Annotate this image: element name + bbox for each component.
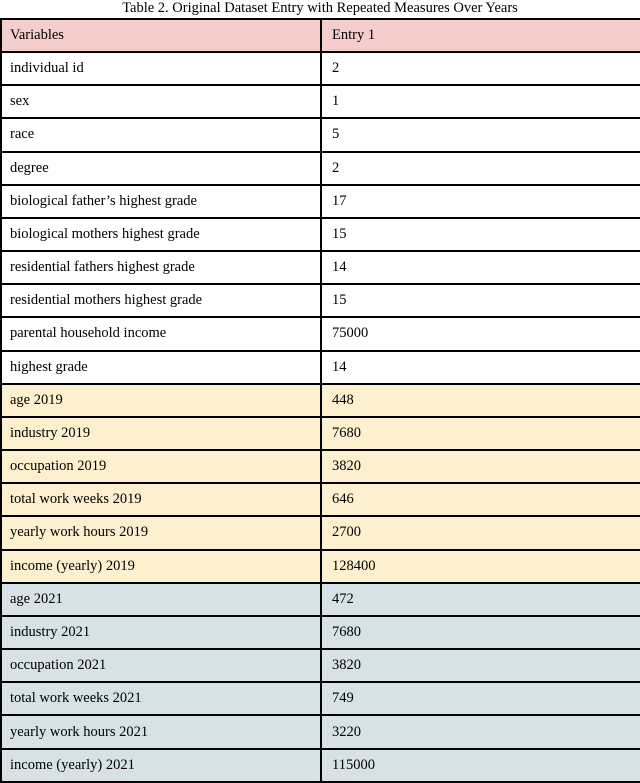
variable-cell: total work weeks 2021 [0,681,322,717]
dataset-table: Variables Entry 1 individual id 2 sex 1 race… [0,18,640,783]
variable-cell: biological mothers highest grade [0,216,322,253]
table-header-row: Variables Entry 1 [0,18,640,53]
variable-cell: yearly work hours 2021 [0,714,322,750]
variable-cell: degree [0,150,322,186]
value-cell: 17 [320,183,640,219]
value-cell: 2 [320,50,640,87]
variable-cell: occupation 2021 [0,648,322,684]
table-row: residential fathers highest grade 14 [0,250,640,286]
variable-cell: race [0,117,322,153]
table-row: yearly work hours 2021 3220 [0,714,640,750]
variable-cell: residential mothers highest grade [0,283,322,319]
table-row: total work weeks 2021 749 [0,681,640,717]
value-cell: 646 [320,482,640,518]
value-cell: 14 [320,250,640,286]
value-cell: 2 [320,150,640,186]
value-cell: 3220 [320,714,640,750]
variable-cell: biological father’s highest grade [0,183,322,219]
value-cell: 7680 [320,415,640,452]
variable-cell: income (yearly) 2021 [0,747,322,783]
variable-cell: highest grade [0,349,322,385]
table-row: income (yearly) 2019 128400 [0,548,640,584]
variable-cell: age 2019 [0,382,322,418]
variable-cell: income (yearly) 2019 [0,548,322,584]
variable-cell: yearly work hours 2019 [0,515,322,551]
variable-cell: age 2021 [0,581,322,617]
table-row: race 5 [0,117,640,153]
table-row: age 2021 472 [0,581,640,617]
value-cell: 2700 [320,515,640,551]
value-cell: 472 [320,581,640,617]
table-row: income (yearly) 2021 115000 [0,747,640,783]
table-row: total work weeks 2019 646 [0,482,640,518]
variable-cell: parental household income [0,316,322,352]
table-row: biological father’s highest grade 17 [0,183,640,219]
table-body: individual id 2 sex 1 race 5 degree 2 biological… [0,50,640,783]
value-cell: 1 [320,84,640,120]
value-cell: 14 [320,349,640,385]
variable-cell: total work weeks 2019 [0,482,322,518]
value-cell: 115000 [320,747,640,783]
value-cell: 448 [320,382,640,418]
table-row: parental household income 75000 [0,316,640,352]
variable-cell: individual id [0,50,322,87]
table-caption: Table 2. Original Dataset Entry with Rep… [122,0,518,16]
table-row: biological mothers highest grade 15 [0,216,640,253]
table-row: occupation 2021 3820 [0,648,640,684]
column-header-variables: Variables [0,18,322,53]
variable-cell: occupation 2019 [0,449,322,485]
value-cell: 5 [320,117,640,153]
value-cell: 15 [320,283,640,319]
table-row: age 2019 448 [0,382,640,418]
table-row: yearly work hours 2019 2700 [0,515,640,551]
table-row: sex 1 [0,84,640,120]
table-row: highest grade 14 [0,349,640,385]
table-row: degree 2 [0,150,640,186]
variable-cell: industry 2019 [0,415,322,452]
table-row: residential mothers highest grade 15 [0,283,640,319]
value-cell: 3820 [320,648,640,684]
table-row: industry 2019 7680 [0,415,640,452]
table-row: industry 2021 7680 [0,614,640,651]
table-row: individual id 2 [0,50,640,87]
value-cell: 128400 [320,548,640,584]
variable-cell: residential fathers highest grade [0,250,322,286]
value-cell: 15 [320,216,640,253]
variable-cell: industry 2021 [0,614,322,651]
value-cell: 3820 [320,449,640,485]
value-cell: 75000 [320,316,640,352]
value-cell: 749 [320,681,640,717]
value-cell: 7680 [320,614,640,651]
variable-cell: sex [0,84,322,120]
column-header-entry1: Entry 1 [320,18,640,53]
table-row: occupation 2019 3820 [0,449,640,485]
